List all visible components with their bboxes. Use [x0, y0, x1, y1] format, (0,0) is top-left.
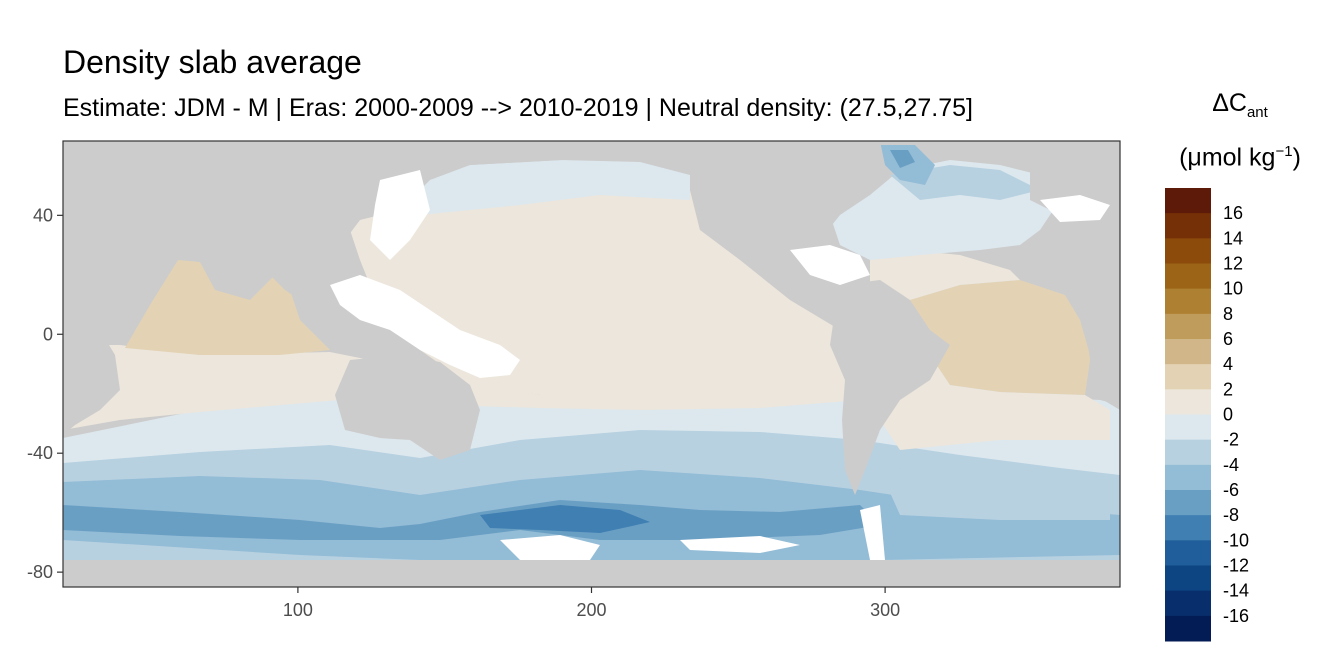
- colorbar-label: -8: [1223, 505, 1239, 525]
- colorbar-label: 10: [1223, 279, 1243, 299]
- colorbar-swatch: [1165, 238, 1211, 264]
- atlantic-tropical: [910, 280, 1090, 395]
- x-tick-label: 300: [870, 600, 900, 620]
- colorbar-swatch: [1165, 188, 1211, 214]
- chart-title: Density slab average: [63, 44, 362, 80]
- colorbar-swatch: [1165, 313, 1211, 340]
- colorbar-label: 0: [1223, 405, 1233, 425]
- legend-symbol: ΔC: [1212, 89, 1247, 117]
- colorbar-label: 14: [1223, 228, 1243, 248]
- colorbar-swatch: [1165, 364, 1211, 390]
- legend-title-symbol: ΔCant: [1150, 86, 1330, 130]
- colorbar-swatch: [1165, 615, 1211, 642]
- colorbar: 16 14 12 10 8 6 4 2 0 -2 -4 -6 -8 -10 -12 -14 -16: [1165, 188, 1249, 642]
- chart-subtitle: Estimate: JDM - M | Eras: 2000-2009 --> …: [63, 94, 973, 122]
- map-panel: [63, 141, 1120, 587]
- south-atlantic-blue: [880, 465, 1110, 520]
- colorbar-swatch: [1165, 490, 1211, 516]
- colorbar-label: 2: [1223, 379, 1233, 399]
- colorbar-swatch: [1165, 339, 1211, 365]
- colorbar-label: 4: [1223, 354, 1233, 374]
- labrador-sea-core: [890, 150, 915, 168]
- missing-data-patches: [330, 170, 1110, 560]
- x-tick-label: 200: [576, 600, 606, 620]
- land-australia: [335, 355, 480, 460]
- missing-med: [1040, 195, 1110, 222]
- missing-ross-sea: [500, 535, 600, 560]
- legend-subscript: ant: [1246, 104, 1268, 121]
- colorbar-swatch: [1165, 288, 1211, 315]
- colorbar-label: -2: [1223, 430, 1239, 450]
- y-tick-label: -80: [27, 562, 53, 582]
- land-antarctica: [63, 560, 1120, 587]
- land-south-america: [830, 280, 950, 495]
- colorbar-swatch: [1165, 590, 1211, 617]
- legend-title-unit: (μmol kg−1): [1150, 135, 1330, 174]
- colorbar-swatch: [1165, 414, 1211, 441]
- southern-ocean-core: [480, 505, 650, 533]
- legend-unit-close: ): [1292, 143, 1301, 172]
- land-north-america: [690, 141, 885, 290]
- colorbar-label: 16: [1223, 203, 1243, 223]
- land-africa-west: [63, 330, 120, 435]
- land-eurasia: [63, 141, 690, 330]
- colorbar-label: 6: [1223, 329, 1233, 349]
- colorbar-label: -6: [1223, 480, 1239, 500]
- colorbar-label: -10: [1223, 530, 1249, 550]
- land-greenland: [935, 141, 1000, 160]
- colorbar-swatch: [1165, 263, 1211, 290]
- colorbar-swatch: [1165, 389, 1211, 415]
- colorbar-label: -16: [1223, 606, 1249, 626]
- y-tick-label: 40: [33, 205, 53, 225]
- colorbar-swatch: [1165, 515, 1211, 541]
- southern-ocean-band-darker: [63, 500, 880, 540]
- colorbar-swatch: [1165, 540, 1211, 566]
- x-axis: 100 200 300: [283, 587, 900, 620]
- colorbar-label: -4: [1223, 455, 1239, 475]
- colorbar-swatch: [1165, 464, 1211, 491]
- colorbar-label: 12: [1223, 254, 1243, 274]
- land-masses: [63, 141, 1120, 587]
- missing-gulf: [790, 245, 870, 285]
- colorbar-label: -14: [1223, 581, 1249, 601]
- pacific-north: [400, 160, 690, 215]
- atlantic-transition: [870, 250, 1110, 450]
- colorbar-label: -12: [1223, 556, 1249, 576]
- colorbar-swatch: [1165, 213, 1211, 239]
- y-tick-label: -40: [27, 443, 53, 463]
- missing-maritime-asia: [330, 275, 520, 378]
- missing-antarctic-shelf: [680, 536, 800, 553]
- missing-weddell: [860, 505, 885, 560]
- colorbar-swatch: [1165, 439, 1211, 466]
- colorbar-swatch: [1165, 565, 1211, 592]
- colorbar-label: 8: [1223, 304, 1233, 324]
- legend-unit-sup: −1: [1275, 143, 1293, 160]
- y-tick-label: 0: [43, 324, 53, 344]
- legend-unit-open: (μmol kg: [1179, 143, 1276, 172]
- y-axis: 40 0 -40 -80: [27, 205, 63, 582]
- missing-east-asia-coast: [370, 170, 430, 260]
- x-tick-label: 100: [283, 600, 313, 620]
